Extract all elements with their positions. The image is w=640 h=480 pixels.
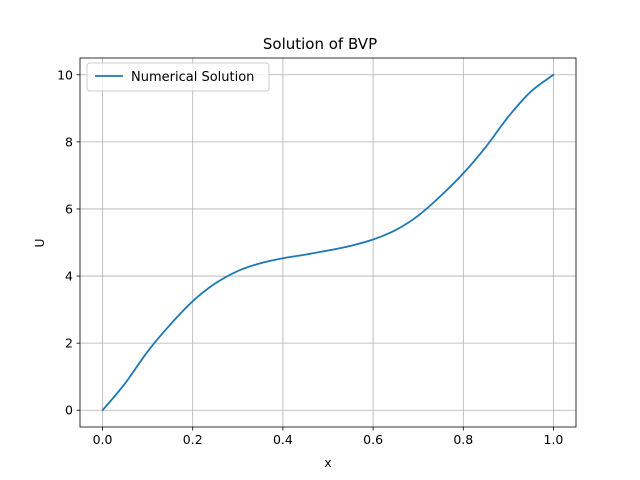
plot-frame bbox=[79, 57, 577, 428]
x-axis-title: x bbox=[324, 455, 331, 470]
x-tick-label: 0.8 bbox=[453, 432, 473, 447]
y-tick-label: 10 bbox=[57, 67, 73, 82]
legend: Numerical Solution bbox=[86, 62, 270, 92]
x-tick-label: 0.2 bbox=[183, 432, 203, 447]
grid bbox=[80, 58, 576, 427]
y-tick-label: 4 bbox=[65, 269, 73, 284]
x-tick-label: 0.6 bbox=[363, 432, 383, 447]
y-tick-label: 0 bbox=[65, 403, 73, 418]
legend-box bbox=[86, 62, 270, 92]
x-tick-label: 0.0 bbox=[93, 432, 113, 447]
y-tick-label: 6 bbox=[65, 201, 73, 216]
legend-label: Numerical Solution bbox=[131, 70, 254, 85]
ticks: 0.0 0.2 0.4 0.6 0.8 1.0 0 2 4 6 8 10 bbox=[57, 67, 563, 447]
y-axis-title: U bbox=[32, 238, 47, 247]
y-tick-label: 8 bbox=[65, 134, 73, 149]
series-layer bbox=[101, 73, 555, 412]
chart-title: Solution of BVP bbox=[263, 35, 377, 53]
series-line-numerical-solution bbox=[101, 73, 555, 412]
x-tick-label: 0.4 bbox=[273, 432, 293, 447]
y-tick-label: 2 bbox=[65, 336, 73, 351]
x-tick-label: 1.0 bbox=[544, 432, 564, 447]
